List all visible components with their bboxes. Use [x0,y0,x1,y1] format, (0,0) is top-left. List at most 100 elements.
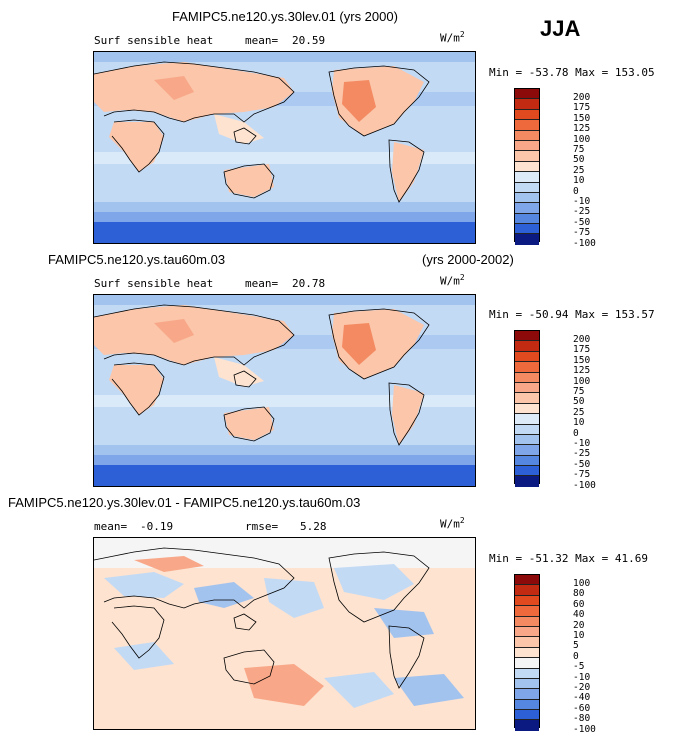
colorbar-box [515,362,539,373]
colorbar-label: -100 [573,237,596,249]
colorbar-box [515,203,539,214]
panel-2-variable: Surf sensible heat [94,277,214,290]
panel-2-years: (yrs 2000-2002) [422,252,514,267]
colorbar-label: 0 [573,427,579,439]
panel-1-title: FAMIPC5.ne120.ys.30lev.01 (yrs 2000) [172,9,398,24]
colorbar-box [515,140,539,152]
panel-1-map [93,51,476,244]
colorbar-box [515,414,539,425]
colorbar-box [515,182,539,193]
colorbar-box [515,213,539,225]
colorbar-box [515,710,539,721]
panel-1-colorbar-labels: 200 175 150 125 100 75 50 25 10 0 -10 -2… [573,92,596,249]
colorbar-box [515,161,539,173]
colorbar-label: -100 [573,723,596,735]
colorbar-box [515,595,539,607]
colorbar-box [515,626,539,638]
colorbar-label: -25 [573,448,591,460]
colorbar-label: 125 [573,123,591,135]
colorbar-label: -10 [573,196,591,208]
panel-3-colorbar [514,574,540,731]
panel-2-colorbar-labels: 200 175 150 125 100 75 50 25 10 0 -10 -2… [573,334,596,491]
panel-2-map [93,294,476,487]
panel-2-units: W/m2 [440,273,465,288]
panel-1-mean-label: mean= [245,34,279,47]
colorbar-label: 200 [573,92,591,103]
colorbar-box [515,466,539,477]
colorbar-box [515,647,539,659]
colorbar-label: 150 [573,354,591,366]
colorbar-box [515,637,539,648]
colorbar-box [515,403,539,415]
colorbar-box [515,585,539,596]
colorbar-label: 40 [573,609,585,621]
colorbar-box [515,341,539,352]
colorbar-label: 100 [573,375,591,387]
panel-1-mean-value: 20.59 [292,34,326,47]
colorbar-label: -25 [573,206,591,218]
colorbar-box [515,658,539,669]
colorbar-label: -10 [573,671,591,683]
panel-2-mean-label: mean= [245,277,279,290]
colorbar-label: 10 [573,417,585,429]
colorbar-label: 20 [573,619,585,631]
colorbar-box [515,331,539,342]
colorbar-label: 25 [573,406,585,418]
colorbar-box [515,445,539,456]
colorbar-label: 10 [573,630,585,642]
colorbar-box [515,130,539,141]
colorbar-label: -50 [573,216,591,228]
colorbar-label: -5 [573,661,585,673]
colorbar-box [515,606,539,617]
panel-2-title: FAMIPC5.ne120.ys.tau60m.03 [48,252,226,267]
season-label: JJA [540,16,581,41]
colorbar-label: -75 [573,469,591,481]
colorbar-box [515,476,539,487]
colorbar-label: 50 [573,154,585,166]
colorbar-label: 80 [573,588,585,600]
panel-2-minmax: Min = -50.94 Max = 153.57 [489,308,655,321]
colorbar-box [515,689,539,700]
panel-3-minmax: Min = -51.32 Max = 41.69 [489,552,648,565]
panel-3-map [93,537,476,730]
colorbar-label: -75 [573,227,591,239]
colorbar-box [515,393,539,404]
panel-3-rmse-value: 5.28 [300,520,327,533]
panel-3-mean-label: mean= [94,520,128,533]
colorbar-label: -80 [573,713,591,725]
colorbar-box [515,424,539,435]
colorbar-box [515,382,539,394]
colorbar-box [515,616,539,627]
panel-3-units: W/m2 [440,516,465,531]
colorbar-label: 60 [573,598,585,610]
colorbar-label: -100 [573,479,596,491]
colorbar-label: 25 [573,164,585,176]
colorbar-label: 75 [573,386,585,398]
panel-2-colorbar [514,330,540,487]
colorbar-box [515,720,539,731]
colorbar-box [515,455,539,467]
panel-3-title: FAMIPC5.ne120.ys.30lev.01 - FAMIPC5.ne12… [8,495,361,510]
colorbar-box [515,192,539,204]
colorbar-box [515,678,539,690]
colorbar-box [515,575,539,586]
colorbar-label: 0 [573,185,579,197]
colorbar-box [515,172,539,183]
panel-1-variable: Surf sensible heat [94,34,214,47]
colorbar-box [515,99,539,110]
colorbar-box [515,224,539,235]
colorbar-label: 75 [573,144,585,156]
panel-1-colorbar [514,88,540,245]
colorbar-label: 125 [573,365,591,377]
colorbar-label: -60 [573,702,591,714]
colorbar-label: 175 [573,344,591,356]
colorbar-box [515,699,539,711]
panel-1-minmax: Min = -53.78 Max = 153.05 [489,66,655,79]
colorbar-label: 100 [573,133,591,145]
colorbar-box [515,120,539,131]
panel-2-mean-value: 20.78 [292,277,326,290]
colorbar-box [515,372,539,383]
panel-3-colorbar-labels: 100 80 60 40 20 10 5 0 -5 -10 -20 -40 -6… [573,578,596,735]
colorbar-label: 50 [573,396,585,408]
colorbar-box [515,434,539,446]
